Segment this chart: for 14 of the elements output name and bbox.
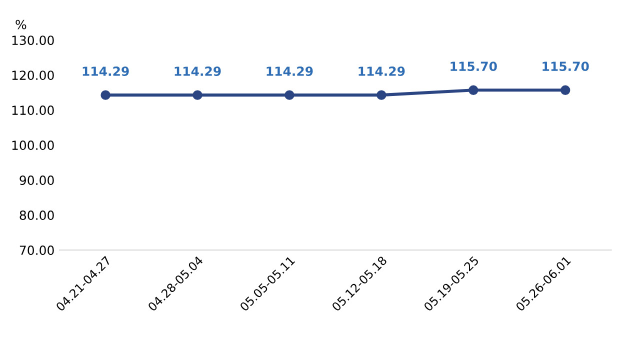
y-tick-label: 80.00 xyxy=(20,210,54,220)
y-tick-label: 130.00 xyxy=(12,36,54,46)
y-tick-label: 70.00 xyxy=(20,246,54,255)
data-label: 115.70 xyxy=(450,62,497,72)
data-label: 114.29 xyxy=(266,66,313,76)
y-tick-label: 120.00 xyxy=(12,70,54,80)
data-label: 114.29 xyxy=(358,66,405,76)
data-label: 114.29 xyxy=(174,66,221,76)
y-tick-label: 110.00 xyxy=(12,106,54,116)
y-axis-title: % xyxy=(16,20,26,30)
data-label: 115.70 xyxy=(542,62,589,72)
y-tick-label: 90.00 xyxy=(20,176,54,185)
y-tick-label: 100.00 xyxy=(12,140,54,150)
data-label: 114.29 xyxy=(82,66,129,76)
